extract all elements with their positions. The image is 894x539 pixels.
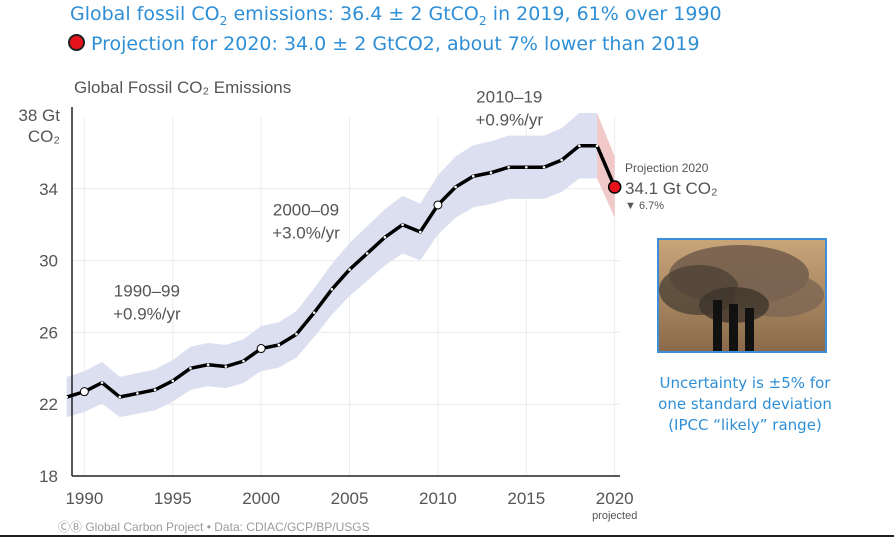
data-point [401,223,404,226]
smokestack-photo [657,238,827,353]
period-annotation-years: 2010–19 [476,88,542,107]
projection-label-change: ▼ 6.7% [625,200,664,212]
x-tick-label: 2000 [242,489,280,508]
data-point [471,174,475,178]
data-point [330,288,334,291]
y-tick-label: 30 [39,252,58,271]
data-point [206,363,210,367]
projection-point [607,180,622,194]
data-point [595,144,599,148]
x-tick-label: 1995 [154,489,192,508]
uncertainty-caption: Uncertainty is ±5% for one standard devi… [658,374,832,434]
data-point [348,268,351,271]
projection-label-value: 34.1 Gt CO₂ [625,179,718,198]
period-annotation-rate: +0.9%/yr [113,305,181,324]
x-tick-label: 2020 [596,489,634,508]
data-point [525,165,528,169]
y-tick-label: 26 [39,323,58,342]
period-annotation-years: 1990–99 [114,282,180,301]
bottom-rule [0,535,894,537]
uncertainty-band [66,113,598,418]
data-point [383,235,387,239]
period-annotation-rate: +3.0%/yr [272,224,340,243]
highlight-point [79,387,89,397]
data-point [542,165,546,169]
headline-line-1: Global fossil CO2 emissions: 36.4 ± 2 Gt… [70,3,722,28]
headline-line-2: Projection for 2020: 34.0 ± 2 GtCO2, abo… [68,33,700,55]
highlight-point [256,344,266,354]
data-point [224,365,228,368]
y-axis-top-label: 38 Gt [18,106,60,125]
x-tick-label: 2005 [331,489,369,508]
y-tick-label: 34 [39,180,58,199]
data-point [418,230,422,234]
data-point [578,144,581,148]
x-tick-label: 1990 [65,489,103,508]
data-point [277,343,281,347]
x-tick-label: 2010 [419,489,457,508]
y-axis-unit-label: CO₂ [28,127,60,146]
period-annotation-rate: +0.9%/yr [475,111,543,130]
y-tick-label: 18 [39,467,58,486]
projection-line [595,145,617,188]
data-point [489,171,493,174]
data-point [171,379,175,383]
x-tick-label: 2015 [507,489,545,508]
data-point [312,311,316,314]
red-dot-icon [68,34,85,51]
data-point [365,252,369,255]
data-point [136,392,139,395]
data-point [189,367,192,370]
period-annotation-years: 2000–09 [273,201,339,220]
data-point [118,395,122,399]
highlight-point [433,200,443,210]
data-point [295,332,298,336]
data-point [153,388,157,392]
data-point [507,165,510,169]
projection-label-title: Projection 2020 [625,161,709,175]
data-point [560,158,563,162]
data-point [454,185,457,189]
data-point [65,395,68,399]
y-tick-label: 22 [39,395,58,414]
data-point [242,359,245,363]
data-point [100,381,104,384]
chart-title: Global Fossil CO₂ Emissions [74,78,291,97]
chart-footer: ⒸⒷ Global Carbon Project • Data: CDIAC/G… [58,520,370,534]
x-tick-sublabel: projected [592,510,637,522]
